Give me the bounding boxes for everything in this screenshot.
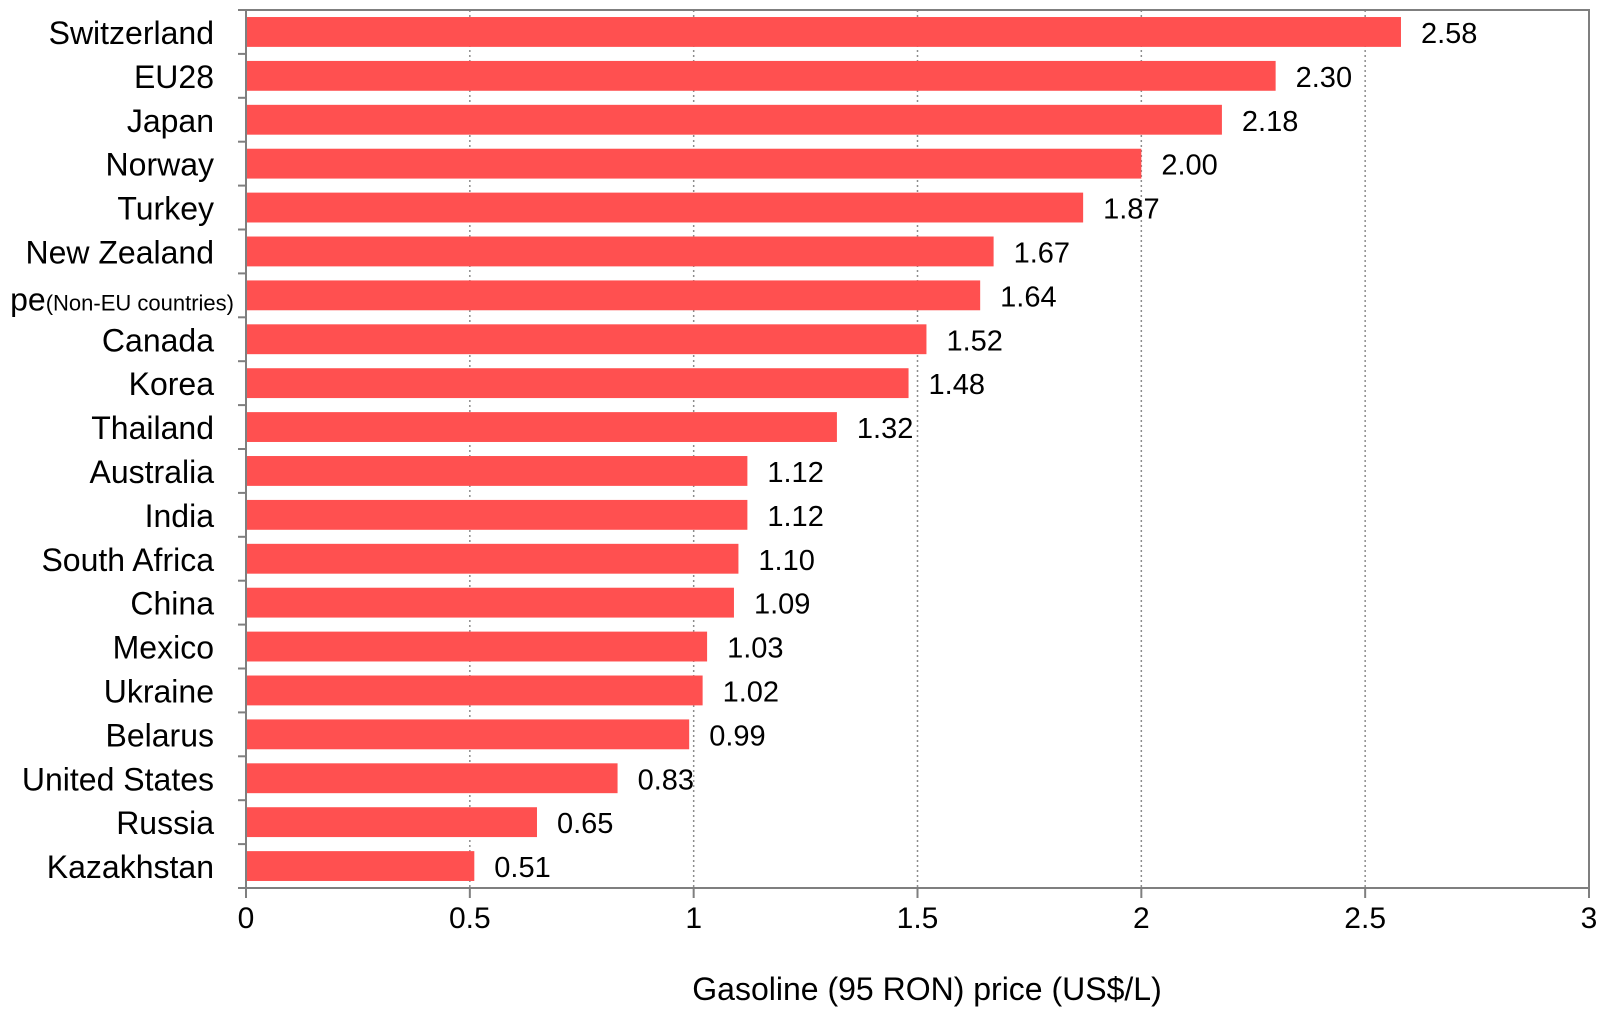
bar xyxy=(246,675,703,706)
category-label: pe(Non-EU countries) xyxy=(10,281,234,317)
category-label: South Africa xyxy=(41,542,214,578)
data-label: 2.58 xyxy=(1421,18,1477,50)
category-label: New Zealand xyxy=(25,234,214,270)
bar xyxy=(246,543,739,574)
data-label: 0.99 xyxy=(709,720,765,752)
bar xyxy=(246,631,708,662)
bar xyxy=(246,104,1222,135)
category-label: Ukraine xyxy=(104,673,214,709)
category-label: India xyxy=(145,498,215,534)
category-label: Switzerland xyxy=(49,15,214,51)
data-label: 1.32 xyxy=(857,413,913,445)
bar xyxy=(246,324,927,355)
category-label: Korea xyxy=(129,366,215,402)
category-label: Kazakhstan xyxy=(47,849,214,885)
data-label: 1.12 xyxy=(767,501,823,533)
x-tick-label: 0 xyxy=(238,902,255,935)
category-label: EU28 xyxy=(134,59,214,95)
data-label: 1.09 xyxy=(754,589,810,621)
x-tick-label: 2.5 xyxy=(1344,902,1386,935)
category-label-main: pe xyxy=(10,281,46,317)
data-label: 0.65 xyxy=(557,808,613,840)
bars: 2.58 2.30 2.18 2.001.87 1.67 1.64 1.52 1.48 1.32… xyxy=(246,17,1477,884)
bar xyxy=(246,236,994,267)
category-label: Canada xyxy=(102,322,214,358)
data-label: 1.87 xyxy=(1103,194,1159,226)
category-label: United States xyxy=(22,761,214,797)
x-axis-title: Gasoline (95 RON) price (US$/L) xyxy=(692,971,1161,1007)
category-label: China xyxy=(130,586,214,622)
bar xyxy=(246,60,1276,91)
data-label: 1.02 xyxy=(723,676,779,708)
bar xyxy=(246,719,690,750)
category-label: Australia xyxy=(90,454,215,490)
bar xyxy=(246,412,837,442)
x-tick-label: 1 xyxy=(685,902,702,935)
data-label: 0.51 xyxy=(494,852,550,884)
x-tick-label: 1.5 xyxy=(897,902,939,935)
bar xyxy=(246,368,909,399)
x-tick-label: 2 xyxy=(1133,902,1150,935)
data-label: 1.67 xyxy=(1014,237,1070,269)
y-axis: Switzerland EU28 Japan Norway Turkey New Zeal… xyxy=(10,9,246,889)
data-label: 1.48 xyxy=(929,369,985,401)
bar xyxy=(246,807,537,838)
data-label: 1.52 xyxy=(946,325,1002,357)
category-label: Thailand xyxy=(91,410,214,446)
x-axis: 0 0.5 1 1.5 2 2.5 3 xyxy=(238,888,1598,935)
bar xyxy=(246,587,734,618)
bar xyxy=(246,499,748,530)
category-label-sub: (Non-EU countries) xyxy=(46,290,234,315)
category-label: Russia xyxy=(116,805,214,841)
x-tick-label: 0.5 xyxy=(449,902,491,935)
bar xyxy=(246,851,475,881)
data-label: 1.03 xyxy=(727,633,783,665)
category-label: Belarus xyxy=(106,717,215,753)
category-label: Norway xyxy=(106,147,214,183)
data-label: 2.00 xyxy=(1161,150,1217,182)
category-label: Japan xyxy=(127,103,214,139)
bar xyxy=(246,280,981,311)
bar xyxy=(246,148,1142,179)
category-label: Mexico xyxy=(113,630,214,666)
data-label: 2.18 xyxy=(1242,106,1298,138)
bar xyxy=(246,456,748,486)
x-tick-label: 3 xyxy=(1581,902,1598,935)
category-label: Turkey xyxy=(117,191,214,227)
data-label: 2.30 xyxy=(1296,62,1352,94)
data-label: 1.64 xyxy=(1000,281,1056,313)
data-label: 1.12 xyxy=(767,457,823,489)
data-label: 1.10 xyxy=(758,545,814,577)
data-label: 0.83 xyxy=(638,764,694,796)
bar xyxy=(246,763,618,794)
bar xyxy=(246,17,1401,47)
bar xyxy=(246,192,1084,223)
